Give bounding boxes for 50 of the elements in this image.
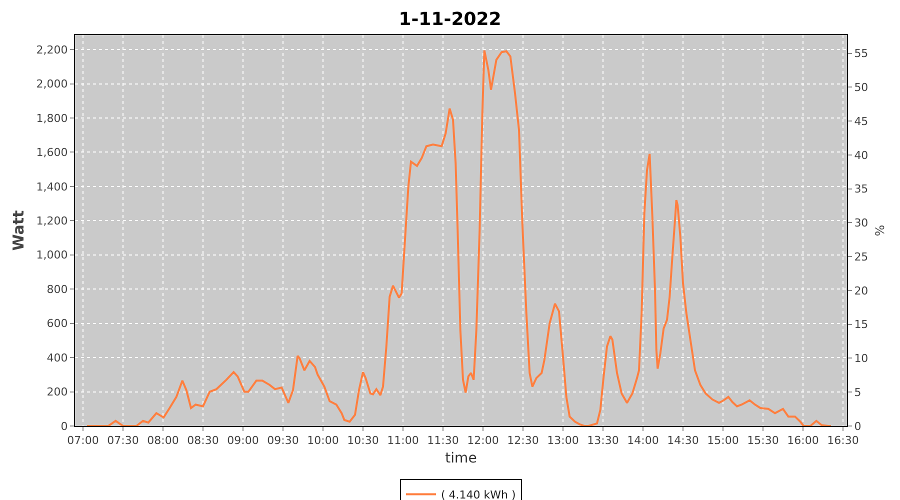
y2-tick-label: 50 [854,81,868,94]
y-tick-label: 200 [46,386,68,399]
x-tick-label: 08:00 [147,434,179,448]
x-tick-label: 10:30 [347,434,379,448]
y-tick-label: 2,000 [36,78,68,91]
y2-tick-label: 20 [854,284,868,298]
y2-tick-label: 15 [854,318,868,332]
x-tick-label: 13:30 [587,434,619,448]
x-tick-label: 13:00 [547,434,579,448]
x-tick-label: 10:00 [307,434,339,448]
y2-tick-label: 40 [854,148,868,162]
x-tick-label: 07:00 [67,434,99,448]
y-tick-label: 400 [46,351,68,364]
y-tick-label: 2,200 [36,43,68,56]
y2-tick-label: 5 [854,386,862,399]
y2-axis-title: % [873,224,888,236]
x-tick-label: 09:00 [227,434,259,448]
y2-tick-label: 0 [854,420,862,433]
x-tick-label: 16:30 [827,434,859,448]
x-tick-label: 07:30 [107,434,139,448]
x-tick-label: 12:00 [467,434,499,448]
x-axis-title: time [445,450,477,466]
y2-tick-label: 10 [854,352,868,366]
y-tick-label: 1,800 [36,112,68,125]
line-series [86,49,832,426]
x-tick-label: 09:30 [267,434,299,448]
x-tick-label: 11:00 [387,434,419,448]
y-tick-label: 800 [46,282,68,296]
y-tick-label: 1,000 [36,248,68,262]
y-axis-title: Watt [10,210,28,251]
y2-tick-label: 45 [854,114,868,128]
x-tick-label: 14:30 [667,434,699,448]
y2-tick-label: 35 [854,182,868,196]
chart-title: 1-11-2022 [398,9,502,30]
y2-tick-label: 30 [854,216,868,230]
y-tick-label: 1,400 [36,180,68,194]
x-tick-label: 15:00 [707,434,739,448]
legend-label: ( 4.140 kWh ) [441,488,516,500]
x-tick-label: 14:00 [627,434,659,448]
y-tick-label: 1,200 [36,214,68,228]
x-tick-label: 12:30 [507,434,539,448]
x-tick-label: 08:30 [187,434,219,448]
y-tick-label: 1,600 [36,146,68,160]
y-tick-label: 600 [46,317,68,330]
x-tick-label: 16:00 [787,434,819,448]
x-tick-label: 15:30 [747,434,779,448]
x-tick-label: 11:30 [427,434,459,448]
y2-tick-label: 55 [854,47,868,60]
y-tick-label: 0 [60,420,68,433]
y2-tick-label: 25 [854,250,868,264]
